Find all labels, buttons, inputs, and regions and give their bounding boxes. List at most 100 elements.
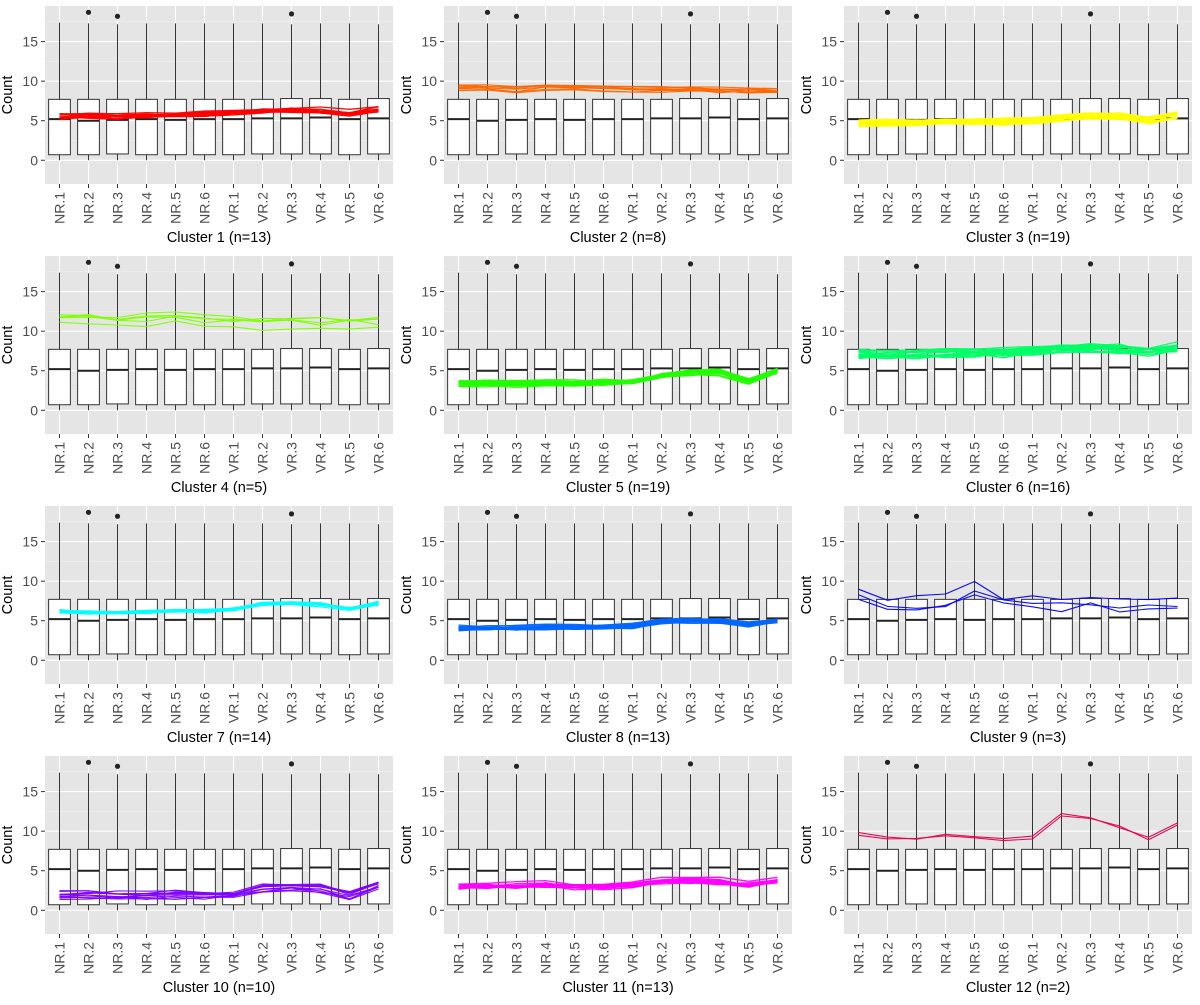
outlier-point bbox=[288, 261, 295, 267]
box bbox=[338, 98, 361, 156]
outlier-point bbox=[114, 513, 121, 519]
x-tick-label: VR.6 bbox=[371, 192, 387, 223]
x-tick-label: VR.6 bbox=[1170, 192, 1186, 223]
box bbox=[505, 98, 528, 155]
y-axis: 0 5 10 15 Count bbox=[0, 784, 45, 918]
x-tick-label: NR.2 bbox=[480, 692, 496, 724]
box bbox=[766, 598, 789, 655]
boxplot-VR.3 bbox=[1079, 261, 1102, 411]
y-tick-label: 0 bbox=[429, 652, 437, 668]
x-tick-label: NR.2 bbox=[81, 942, 97, 974]
box bbox=[193, 598, 216, 656]
boxplot-VR.4 bbox=[309, 273, 332, 411]
box bbox=[534, 98, 557, 156]
outlier-point bbox=[484, 509, 491, 515]
box bbox=[847, 348, 870, 406]
panel-cluster-12: 0 5 10 15 Count NR.1 NR.2 NR.3 NR.4 NR.5 NR.6 VR.1 V… bbox=[799, 756, 1192, 996]
cluster-title: Cluster 7 (n=14) bbox=[167, 730, 271, 746]
x-tick-label: VR.5 bbox=[741, 942, 757, 973]
box bbox=[621, 348, 644, 406]
boxplot-VR.6 bbox=[766, 524, 789, 661]
y-axis: 0 5 10 15 Count bbox=[799, 34, 844, 168]
box bbox=[222, 598, 245, 656]
box bbox=[505, 348, 528, 405]
boxplot-VR.3 bbox=[1079, 761, 1102, 911]
panel-cluster-10: 0 5 10 15 Count NR.1 NR.2 NR.3 NR.4 NR.5 NR.6 VR.1 V… bbox=[0, 756, 393, 996]
box bbox=[77, 348, 100, 406]
boxplot-NR.1 bbox=[447, 772, 470, 911]
box bbox=[447, 98, 470, 156]
boxplot-NR.6 bbox=[992, 523, 1015, 661]
y-tick-label: 0 bbox=[429, 902, 437, 918]
y-tick-label: 10 bbox=[421, 823, 437, 839]
x-tick-label: VR.2 bbox=[654, 442, 670, 473]
box bbox=[164, 348, 187, 406]
box bbox=[135, 598, 158, 656]
profile-line bbox=[858, 344, 1178, 357]
x-tick-label: VR.3 bbox=[284, 692, 300, 723]
x-tick-label: NR.2 bbox=[480, 942, 496, 974]
box bbox=[476, 348, 499, 406]
x-tick-label: NR.1 bbox=[52, 942, 68, 974]
y-axis: 0 5 10 15 Count bbox=[0, 34, 45, 168]
profile-line bbox=[59, 108, 379, 119]
x-tick-label: NR.4 bbox=[139, 442, 155, 474]
boxplot-VR.6 bbox=[1166, 774, 1189, 911]
y-tick-label: 15 bbox=[421, 784, 437, 800]
boxplot-VR.2 bbox=[1050, 773, 1073, 911]
x-tick-label: VR.1 bbox=[1025, 942, 1041, 973]
x-tick-label: NR.6 bbox=[996, 192, 1012, 224]
y-axis-title: Count bbox=[399, 576, 415, 615]
y-tick-label: 15 bbox=[22, 34, 38, 50]
box bbox=[338, 598, 361, 656]
profile-line bbox=[858, 590, 1178, 609]
box bbox=[280, 348, 303, 405]
profile-line bbox=[59, 314, 379, 323]
cluster-profile-lines bbox=[458, 84, 778, 94]
box bbox=[679, 848, 702, 905]
boxplot-VR.1 bbox=[621, 773, 644, 911]
y-axis: 0 5 10 15 Count bbox=[399, 534, 444, 668]
box bbox=[1079, 848, 1102, 905]
x-tick-label: VR.3 bbox=[1083, 192, 1099, 223]
x-tick-label: VR.2 bbox=[255, 192, 271, 223]
x-tick-label: NR.2 bbox=[81, 692, 97, 724]
panel-background bbox=[844, 756, 1192, 934]
y-axis-title: Count bbox=[799, 326, 815, 365]
x-tick-label: NR.2 bbox=[880, 942, 896, 974]
profile-line bbox=[59, 883, 379, 895]
y-tick-label: 15 bbox=[421, 34, 437, 50]
x-tick-label: VR.4 bbox=[712, 192, 728, 223]
boxplot-NR.2 bbox=[876, 259, 899, 411]
x-tick-label: NR.3 bbox=[909, 692, 925, 724]
panel-background bbox=[844, 506, 1192, 684]
boxplot-VR.5 bbox=[737, 23, 760, 161]
x-axis: NR.1 NR.2 NR.3 NR.4 NR.5 NR.6 VR.1 VR.2 VR.3 VR.4… bbox=[52, 934, 387, 974]
box bbox=[106, 348, 129, 405]
x-tick-label: NR.3 bbox=[509, 192, 525, 224]
x-tick-label: NR.6 bbox=[596, 942, 612, 974]
outlier-point bbox=[913, 763, 920, 769]
box bbox=[1108, 348, 1131, 405]
x-tick-label: NR.5 bbox=[967, 692, 983, 724]
cluster-title: Cluster 6 (n=16) bbox=[966, 480, 1070, 496]
x-tick-label: NR.2 bbox=[880, 192, 896, 224]
x-tick-label: VR.5 bbox=[741, 692, 757, 723]
profile-line bbox=[59, 109, 379, 118]
x-tick-label: VR.5 bbox=[1141, 442, 1157, 473]
profile-line bbox=[858, 815, 1178, 842]
boxplot-VR.6 bbox=[766, 274, 789, 411]
x-tick-label: VR.5 bbox=[1141, 192, 1157, 223]
x-tick-label: VR.1 bbox=[1025, 192, 1041, 223]
x-tick-label: VR.2 bbox=[654, 192, 670, 223]
y-axis-title: Count bbox=[399, 326, 415, 365]
y-tick-label: 5 bbox=[829, 863, 837, 879]
box bbox=[106, 598, 129, 655]
y-tick-label: 10 bbox=[421, 323, 437, 339]
box bbox=[1166, 848, 1189, 905]
x-tick-label: VR.4 bbox=[313, 692, 329, 723]
box bbox=[1137, 348, 1160, 406]
box bbox=[1166, 348, 1189, 405]
box bbox=[280, 848, 303, 905]
boxplot-NR.1 bbox=[847, 772, 870, 911]
